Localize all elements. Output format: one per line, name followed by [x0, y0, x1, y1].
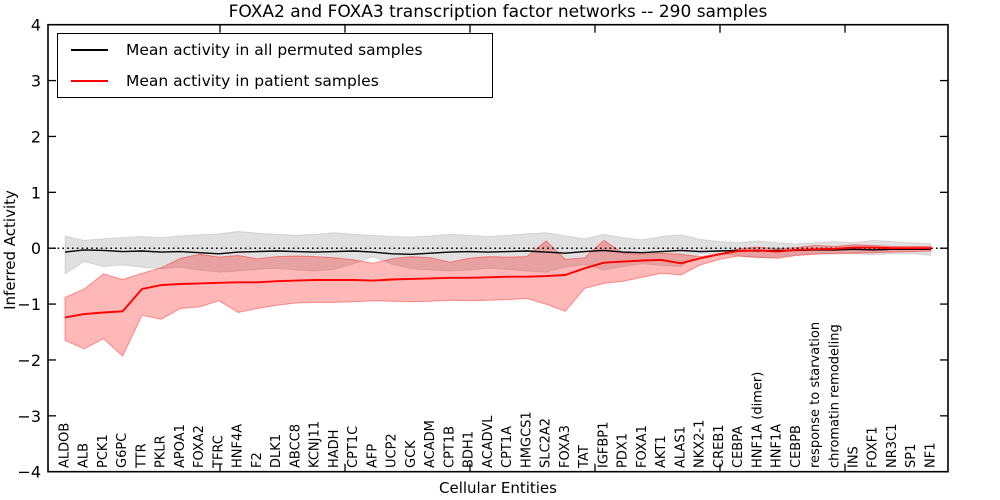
x-category-label: SLC2A2	[539, 418, 554, 468]
legend-item-patient: Mean activity in patient samples	[58, 68, 492, 94]
x-category-label: CPT1C	[346, 426, 361, 468]
x-category-label: AKT1	[654, 435, 669, 468]
x-category-label: HMGCS1	[519, 411, 534, 468]
y-tick-label: 1	[31, 183, 41, 202]
x-category-label: PKLR	[154, 435, 169, 468]
x-category-label: CEBPA	[731, 426, 746, 468]
y-tick-label: −3	[17, 407, 41, 426]
x-category-label: NR3C1	[885, 424, 900, 468]
permuted-line-swatch	[71, 49, 108, 51]
x-category-label: TFRC	[212, 435, 227, 469]
legend-box: Mean activity in all permuted samples Me…	[57, 33, 493, 98]
y-tick-label: 2	[31, 127, 41, 146]
y-tick-label: 4	[31, 16, 41, 35]
x-category-label: TAT	[577, 445, 592, 469]
x-category-label: ACADVL	[481, 415, 496, 468]
x-category-label: CREB1	[712, 424, 727, 468]
x-category-label: G6PC	[115, 433, 130, 468]
x-category-label: NF1	[924, 443, 939, 468]
x-category-label: CPT1A	[500, 426, 515, 468]
x-category-label: INS	[847, 446, 862, 468]
x-axis-label: Cellular Entities	[439, 479, 557, 497]
y-tick-label: −1	[17, 295, 41, 314]
x-category-label: APOA1	[173, 424, 188, 468]
y-axis-label: Inferred Activity	[1, 190, 19, 310]
x-category-label: ALAS1	[673, 426, 688, 468]
chart-title: FOXA2 and FOXA3 transcription factor net…	[228, 2, 768, 22]
x-category-label: HADH	[327, 430, 342, 468]
x-category-label: TTR	[135, 443, 150, 469]
x-category-label: F2	[250, 452, 265, 468]
x-category-label: ALB	[77, 443, 92, 468]
x-category-label: NKX2-1	[693, 420, 708, 468]
x-category-label: UCP2	[385, 433, 400, 468]
x-category-label: response to starvation	[808, 322, 823, 468]
patient-mean-line	[64, 246, 931, 319]
x-category-label: IGFBP1	[596, 422, 611, 468]
y-tick-label: 3	[31, 72, 41, 91]
x-category-label: FOXA1	[635, 425, 650, 468]
legend-label-permuted: Mean activity in all permuted samples	[126, 41, 423, 59]
x-category-label: HNF4A	[231, 424, 246, 468]
x-category-label: HNF1A	[770, 424, 785, 468]
x-category-label: FOXA2	[192, 425, 207, 468]
x-category-label: CPT1B	[442, 426, 457, 468]
x-category-label: FOXF1	[866, 426, 881, 468]
patient-band	[64, 239, 932, 357]
y-tick-label: 0	[31, 239, 41, 258]
x-category-label: PDX1	[616, 433, 631, 468]
permuted-band	[64, 230, 932, 275]
x-category-label: HNF1A (dimer)	[750, 372, 765, 468]
x-category-label: ACADM	[423, 420, 438, 468]
x-category-label: FOXA3	[558, 425, 573, 468]
x-category-label: DLK1	[269, 434, 284, 468]
legend-label-patient: Mean activity in patient samples	[126, 72, 379, 90]
x-category-label: AFP	[365, 444, 380, 468]
patient-line-swatch	[71, 80, 108, 82]
x-category-label: KCNJ11	[308, 421, 323, 468]
legend-item-permuted: Mean activity in all permuted samples	[58, 37, 492, 63]
x-category-label: CEBPB	[789, 425, 804, 468]
x-category-label: SP1	[904, 444, 919, 468]
x-category-label: ALDOB	[58, 423, 73, 468]
x-category-label: PCK1	[96, 434, 111, 468]
x-category-label: ABCC8	[288, 424, 303, 468]
x-category-label: BDH1	[462, 431, 477, 468]
y-tick-label: −2	[17, 351, 41, 370]
x-category-label: chromatin remodeling	[827, 324, 842, 468]
x-category-label: GCK	[404, 440, 419, 468]
y-tick-label: −4	[17, 463, 41, 482]
